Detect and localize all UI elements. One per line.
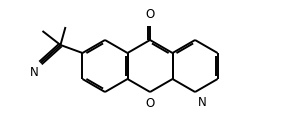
Text: O: O <box>145 97 155 110</box>
Text: N: N <box>198 96 207 109</box>
Text: N: N <box>30 66 38 79</box>
Text: O: O <box>145 8 155 21</box>
